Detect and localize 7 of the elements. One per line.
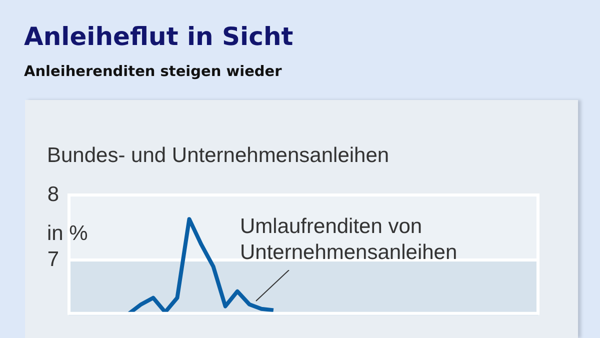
y-tick-label: 8 [47,182,59,206]
annotation: Umlaufrenditen von Unternehmensanleihen [240,214,458,266]
chart-subtitle: Anleiherenditen steigen wieder [24,64,282,80]
y-tick-label: 7 [47,248,59,271]
chart-title: Anleiheflut in Sicht [24,22,294,51]
text: Bundes- und Unternehmensanleihen [47,144,390,168]
y-axis-title: in % [47,222,88,246]
